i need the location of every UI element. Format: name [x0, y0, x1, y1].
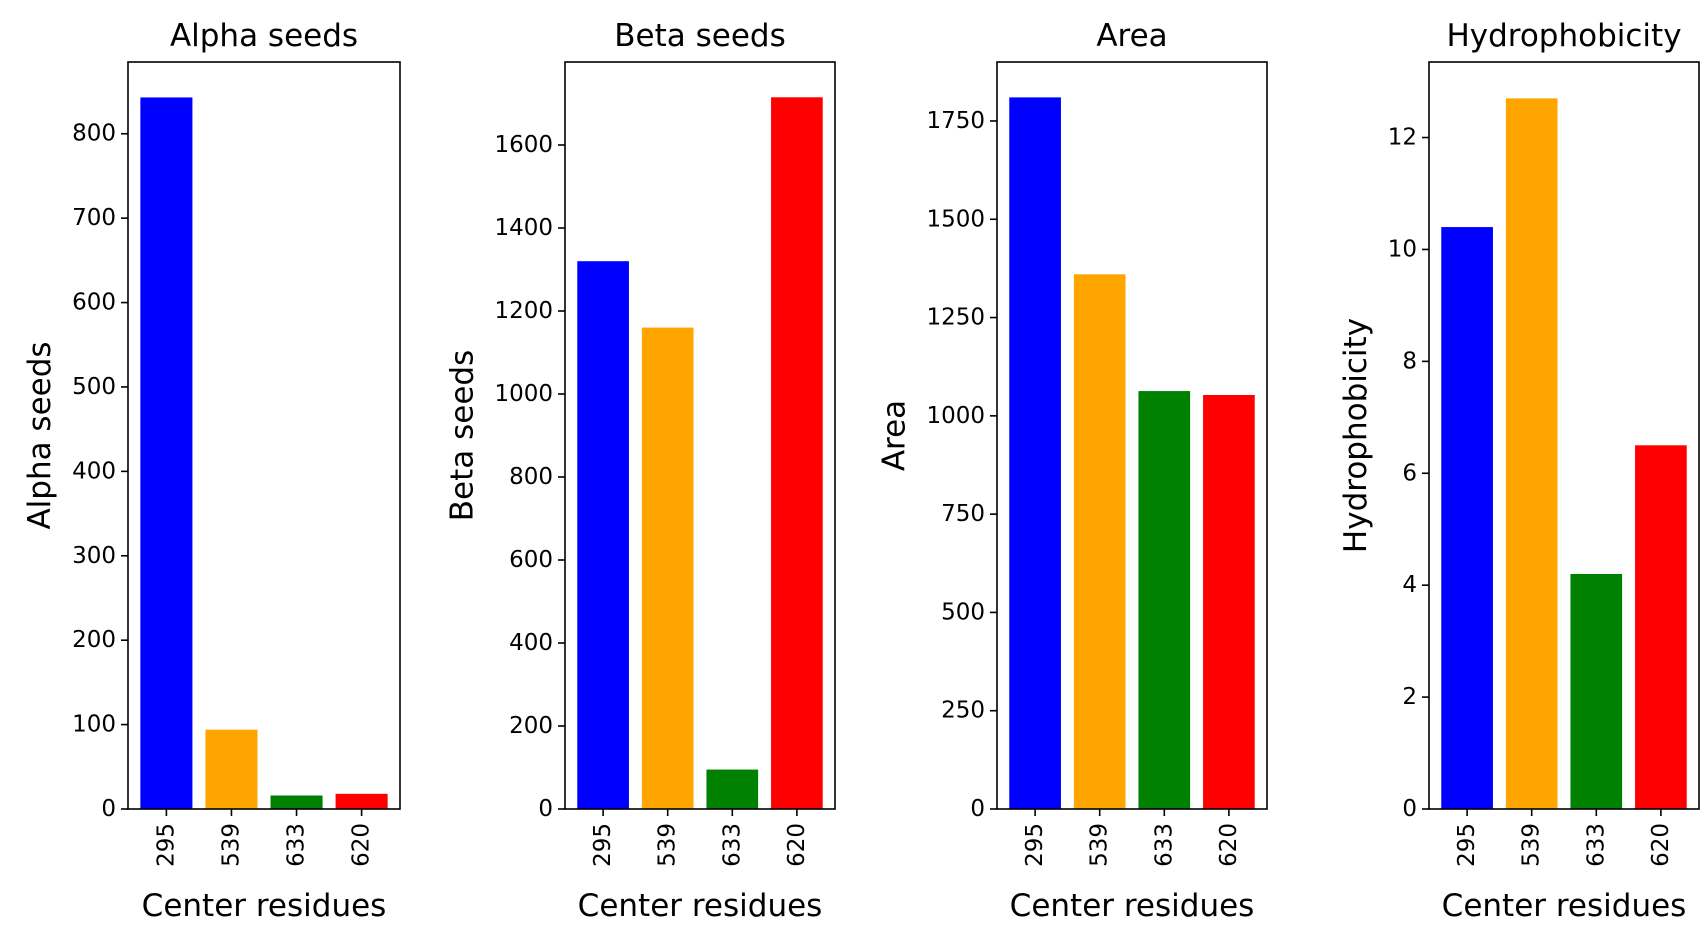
y-axis-label: Area	[877, 400, 913, 471]
x-tick-label: 620	[1648, 823, 1674, 867]
subplot-hydrophobicity: Hydrophobicity Hydrophobicity Center res…	[1338, 18, 1700, 924]
y-tick-label: 1200	[494, 298, 553, 324]
y-tick-label: 8	[1402, 348, 1417, 374]
x-tick-label: 539	[218, 823, 244, 867]
y-tick-label: 100	[72, 712, 116, 738]
y-tick-label: 750	[941, 501, 985, 527]
y-tick-label: 300	[72, 543, 116, 569]
bar-620	[335, 793, 388, 809]
y-axis-label: Alpha seeds	[22, 341, 58, 529]
y-tick-label: 1500	[926, 206, 985, 232]
bar-633	[1138, 391, 1191, 809]
bar-295	[140, 97, 193, 809]
y-tick-label: 400	[509, 630, 553, 656]
x-axis-label: Center residues	[1442, 888, 1687, 924]
y-tick-label: 1750	[926, 108, 985, 134]
x-tick-label: 295	[1454, 823, 1480, 867]
bar-633	[270, 795, 323, 809]
ticks: 0 2 4 6 8 10 12 295 539 633 620	[1388, 125, 1674, 867]
y-tick-label: 200	[509, 713, 553, 739]
y-tick-label: 6	[1402, 460, 1417, 486]
bar-539	[1505, 98, 1558, 809]
y-tick-label: 600	[72, 290, 116, 316]
y-axis-label: Beta seeds	[445, 350, 481, 521]
y-tick-label: 250	[941, 698, 985, 724]
y-tick-label: 600	[509, 547, 553, 573]
x-tick-label: 295	[1022, 823, 1048, 867]
bar-539	[1073, 274, 1126, 809]
y-tick-label: 0	[101, 796, 116, 822]
bar-620	[771, 97, 823, 809]
x-tick-label: 620	[1216, 823, 1242, 867]
y-tick-label: 500	[72, 374, 116, 400]
bar-620	[1635, 445, 1687, 809]
bar-633	[1570, 573, 1623, 809]
y-tick-label: 1600	[494, 132, 553, 158]
x-tick-label: 539	[1519, 823, 1545, 867]
axes-frame	[1428, 61, 1700, 810]
x-tick-label: 633	[1151, 823, 1177, 867]
subplot-beta-seeds: Beta seeds Beta seeds Center residues 0 2…	[445, 18, 836, 924]
axes-frame	[996, 61, 1268, 810]
bars	[1441, 98, 1687, 810]
y-tick-label: 400	[72, 458, 116, 484]
y-tick-label: 0	[970, 796, 985, 822]
bar-633	[706, 769, 759, 809]
x-tick-label: 633	[284, 823, 310, 867]
y-tick-label: 700	[72, 205, 116, 231]
chart-title: Hydrophobicity	[1446, 18, 1681, 54]
y-tick-label: 2	[1402, 684, 1417, 710]
y-tick-label: 200	[72, 627, 116, 653]
y-tick-label: 10	[1388, 236, 1417, 262]
axes-frame	[564, 61, 836, 810]
x-tick-label: 633	[719, 823, 745, 867]
x-axis-label: Center residues	[578, 888, 823, 924]
y-tick-label: 800	[509, 464, 553, 490]
bars	[577, 97, 823, 809]
y-tick-label: 1000	[926, 403, 985, 429]
x-tick-label: 539	[655, 823, 681, 867]
bar-539	[641, 327, 694, 809]
chart-title: Beta seeds	[614, 18, 785, 54]
y-tick-label: 12	[1388, 125, 1417, 151]
y-tick-label: 1250	[926, 305, 985, 331]
axes-frame	[127, 61, 401, 810]
bars	[140, 97, 388, 809]
y-tick-label: 800	[72, 121, 116, 147]
x-axis-label: Center residues	[142, 888, 387, 924]
x-tick-label: 620	[784, 823, 810, 867]
y-axis-label: Hydrophobicity	[1338, 318, 1374, 553]
chart-title: Area	[1096, 18, 1167, 54]
chart-title: Alpha seeds	[170, 18, 358, 54]
y-tick-label: 1000	[494, 381, 553, 407]
ticks: 0 200 400 600 800 1000 1200 1400 1600 295 539 633 62…	[494, 132, 809, 867]
subplot-alpha-seeds: Alpha seeds Alpha seeds Center residues …	[22, 18, 401, 924]
y-tick-label: 0	[1402, 796, 1417, 822]
ticks: 0 250 500 750 1000 1250 1500 1750 295 539 633 620	[926, 108, 1241, 867]
bar-295	[1441, 227, 1493, 810]
bars	[1009, 97, 1255, 809]
x-tick-label: 295	[590, 823, 616, 867]
subplot-area: Area Area Center residues 0 250 500 750 1000…	[877, 18, 1268, 924]
x-axis-label: Center residues	[1010, 888, 1255, 924]
y-tick-label: 0	[538, 796, 553, 822]
x-tick-label: 295	[153, 823, 179, 867]
y-tick-label: 1400	[494, 215, 553, 241]
ticks: 0 100 200 300 400 500 600 700 800 295 539 633 620	[72, 121, 375, 867]
y-tick-label: 500	[941, 599, 985, 625]
x-tick-label: 633	[1583, 823, 1609, 867]
bar-295	[1009, 97, 1061, 809]
y-tick-label: 4	[1402, 572, 1417, 598]
x-tick-label: 620	[349, 823, 375, 867]
bar-295	[577, 261, 629, 809]
x-tick-label: 539	[1087, 823, 1113, 867]
bar-539	[205, 729, 258, 809]
bar-620	[1203, 395, 1255, 809]
